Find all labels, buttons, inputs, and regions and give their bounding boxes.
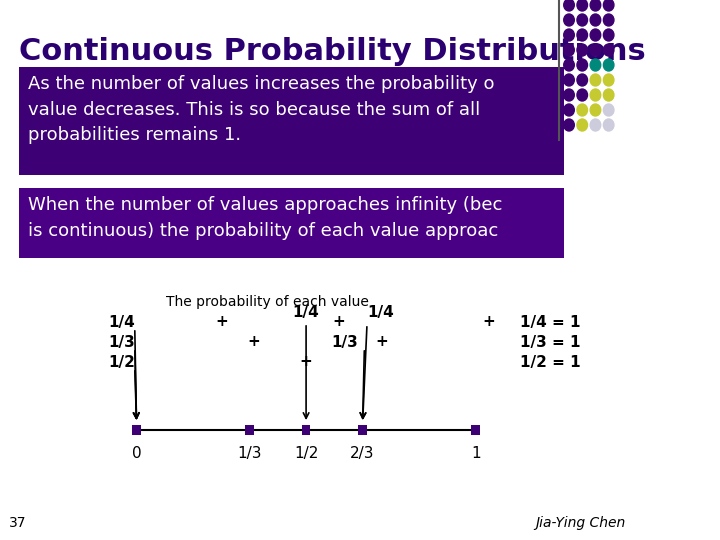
Circle shape: [577, 0, 588, 11]
Text: 1/3: 1/3: [238, 446, 262, 461]
Circle shape: [603, 29, 614, 41]
Bar: [132, 425, 141, 435]
Bar: [359, 425, 367, 435]
Circle shape: [577, 14, 588, 26]
Circle shape: [564, 59, 575, 71]
Text: 1/4 = 1: 1/4 = 1: [520, 314, 580, 329]
Circle shape: [590, 29, 600, 41]
Circle shape: [577, 104, 588, 116]
Circle shape: [603, 119, 614, 131]
Text: +: +: [215, 314, 228, 329]
Text: 1/2: 1/2: [108, 354, 135, 369]
Circle shape: [603, 44, 614, 56]
Circle shape: [603, 104, 614, 116]
Circle shape: [603, 0, 614, 11]
Circle shape: [564, 74, 575, 86]
Circle shape: [564, 119, 575, 131]
Text: +: +: [333, 314, 345, 329]
Circle shape: [590, 119, 600, 131]
Text: +: +: [376, 334, 389, 349]
Text: 1/4: 1/4: [367, 305, 394, 320]
Text: 1/3 = 1: 1/3 = 1: [520, 334, 580, 349]
Circle shape: [590, 104, 600, 116]
Bar: [302, 425, 310, 435]
Text: +: +: [300, 354, 312, 369]
Text: 37: 37: [9, 516, 27, 530]
Circle shape: [577, 44, 588, 56]
Circle shape: [590, 0, 600, 11]
Circle shape: [577, 119, 588, 131]
Text: 1/3: 1/3: [108, 334, 135, 349]
Circle shape: [564, 89, 575, 101]
Circle shape: [564, 104, 575, 116]
Text: 1/4: 1/4: [293, 305, 320, 320]
Circle shape: [577, 29, 588, 41]
FancyBboxPatch shape: [19, 67, 564, 175]
Circle shape: [590, 89, 600, 101]
Circle shape: [564, 0, 575, 11]
Text: 0: 0: [132, 446, 141, 461]
Text: The probability of each value: The probability of each value: [166, 295, 369, 309]
Circle shape: [590, 44, 600, 56]
Text: Jia-Ying Chen: Jia-Ying Chen: [535, 516, 626, 530]
Circle shape: [590, 74, 600, 86]
Circle shape: [564, 14, 575, 26]
Text: 1: 1: [471, 446, 480, 461]
Text: 1/3: 1/3: [331, 334, 359, 349]
Text: As the number of values increases the probability o
value decreases. This is so : As the number of values increases the pr…: [28, 75, 495, 144]
Text: Continuous Probability Distributions: Continuous Probability Distributions: [19, 37, 646, 66]
Circle shape: [577, 89, 588, 101]
Text: 2/3: 2/3: [351, 446, 375, 461]
Circle shape: [577, 74, 588, 86]
Text: +: +: [482, 314, 495, 329]
Bar: [246, 425, 254, 435]
Circle shape: [603, 89, 614, 101]
Circle shape: [590, 59, 600, 71]
Text: When the number of values approaches infinity (bec
is continuous) the probabilit: When the number of values approaches inf…: [28, 196, 503, 240]
Circle shape: [603, 14, 614, 26]
Circle shape: [564, 44, 575, 56]
FancyBboxPatch shape: [19, 188, 564, 258]
Circle shape: [603, 74, 614, 86]
Text: 1/2: 1/2: [294, 446, 318, 461]
Bar: [472, 425, 480, 435]
Text: +: +: [248, 334, 261, 349]
Text: 1/2 = 1: 1/2 = 1: [520, 354, 580, 369]
Circle shape: [603, 59, 614, 71]
Circle shape: [590, 14, 600, 26]
Text: 1/4: 1/4: [108, 314, 135, 329]
Circle shape: [577, 59, 588, 71]
Circle shape: [564, 29, 575, 41]
